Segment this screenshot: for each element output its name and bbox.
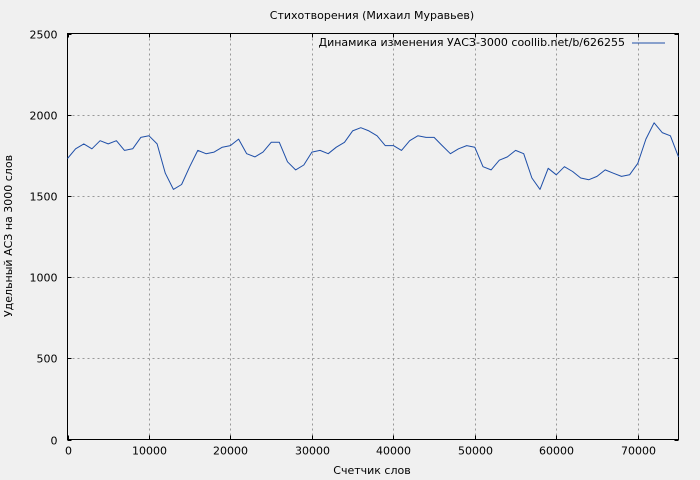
y-tick-label: 2000 <box>30 110 58 123</box>
y-tick-label: 1000 <box>30 272 58 285</box>
grid <box>67 33 679 440</box>
x-tick-label: 50000 <box>458 445 493 458</box>
y-tick-label: 2500 <box>30 29 58 42</box>
x-tick-label: 30000 <box>295 445 330 458</box>
axis-ticks: 0 10000 20000 30000 40000 50000 60000 70000 0 500… <box>30 29 679 458</box>
x-tick-label: 60000 <box>539 445 574 458</box>
plot-frame <box>67 33 679 440</box>
legend-entry-label: Динамика изменения УАСЗ-3000 coollib.net… <box>319 36 626 49</box>
y-tick-label: 0 <box>51 435 58 448</box>
series-line <box>67 122 679 190</box>
x-tick-label: 40000 <box>376 445 411 458</box>
x-tick-label: 10000 <box>132 445 167 458</box>
x-axis-label: Счетчик слов <box>333 464 410 477</box>
x-tick-label: 20000 <box>213 445 248 458</box>
series-layer <box>67 122 679 190</box>
y-tick-label: 500 <box>37 353 58 366</box>
x-tick-label: 70000 <box>621 445 656 458</box>
y-axis-label: Удельный АСЗ на 3000 слов <box>2 155 15 317</box>
legend: Динамика изменения УАСЗ-3000 coollib.net… <box>319 36 665 49</box>
chart-title: Стихотворения (Михаил Муравьев) <box>270 9 474 22</box>
x-tick-label: 0 <box>65 445 72 458</box>
y-tick-label: 1500 <box>30 191 58 204</box>
